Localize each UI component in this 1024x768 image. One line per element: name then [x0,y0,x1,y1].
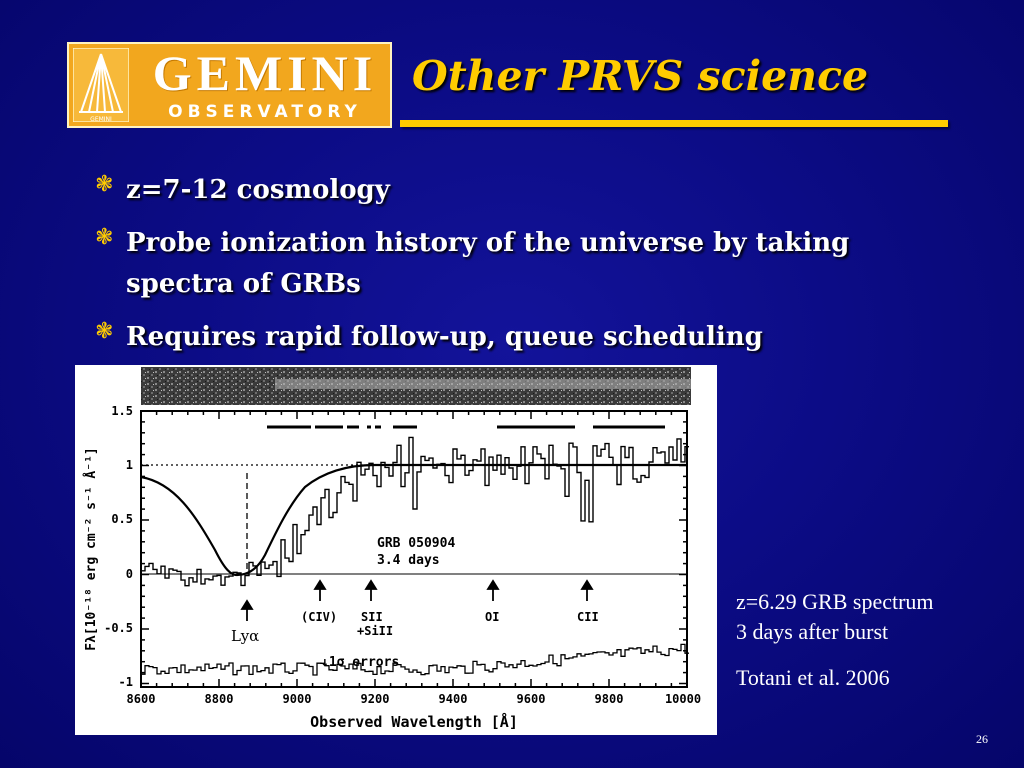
bullet-text: Probe ionization history of the universe… [126,228,850,299]
bullet-item: ❃ z=7-12 cosmology [95,170,955,211]
x-tick-label: 9200 [361,692,390,706]
observed-spectrum [140,436,689,587]
x-tick-label: 9800 [595,692,624,706]
damping-wing-model [140,463,687,577]
lya-label: Lyα [231,627,259,645]
cii-label: CII [577,610,599,624]
logo-name: GEMINI [152,45,378,101]
bullet-list: ❃ z=7-12 cosmology ❃ Probe ionization hi… [95,170,955,370]
sii-label: SII [361,610,383,624]
bullet-item: ❃ Requires rapid follow-up, queue schedu… [95,317,955,358]
title-underline [400,120,948,127]
logo-mini-text: GEMINI [90,116,112,123]
figure-caption-line2: 3 days after burst [736,619,889,644]
figure-caption-line1: z=6.29 GRB spectrum [736,589,934,614]
bullet-star-icon: ❃ [95,225,114,250]
bullet-star-icon: ❃ [95,319,114,344]
y-tick-labels: 1.5 1 0.5 0 -0.5 -1 [104,404,133,689]
error-spectrum [140,643,689,677]
x-tick-label: 8800 [205,692,234,706]
x-tick-label: 8600 [127,692,156,706]
x-tick-label: 10000 [665,692,701,706]
epoch-annotation: 3.4 days [377,553,440,568]
bullet-item: ❃ Probe ionization history of the univer… [95,223,955,305]
y-tick-label: 0 [126,567,133,581]
page-number: 26 [976,732,988,746]
y-axis-label: Fλ[10⁻¹⁸ erg cm⁻² s⁻¹ Å⁻¹] [83,447,99,651]
x-tick-label: 9600 [517,692,546,706]
bullet-star-icon: ❃ [95,172,114,197]
grb-spectrum-figure: GRB 050904 3.4 days Lyα (CIV) SII +SiII … [75,365,717,735]
y-tick-label: 1.5 [111,404,133,418]
bullet-text: z=7-12 cosmology [126,175,390,205]
plot-frame [140,410,688,688]
x-tick-labels: 8600 8800 9000 9200 9400 9600 9800 10000 [127,692,702,706]
x-tick-label: 9000 [283,692,312,706]
spectrum-plot: GRB 050904 3.4 days Lyα (CIV) SII +SiII … [83,367,702,731]
x-tick-label: 9400 [439,692,468,706]
civ-label: (CIV) [301,610,337,624]
logo-subtitle: OBSERVATORY [168,102,362,122]
y-tick-label: 1 [126,458,133,472]
y-tick-label: 0.5 [111,512,133,526]
figure-reference: Totani et al. 2006 [736,665,890,690]
gemini-observatory-logo: GEMINI GEMINI OBSERVATORY [67,42,392,128]
axis-ticks [140,410,688,687]
slide-title: Other PRVS science [412,52,869,100]
y-tick-label: -0.5 [104,621,133,635]
grb-name-annotation: GRB 050904 [377,536,455,551]
bullet-text: Requires rapid follow-up, queue scheduli… [126,322,763,352]
x-axis-label: Observed Wavelength [Å] [310,712,518,731]
line-markers [240,579,594,621]
y-tick-label: -1 [119,675,133,689]
errors-label: ↓1σ errors [321,655,399,670]
siii-label: +SiII [357,624,393,638]
gemini-telescope-icon [73,48,129,122]
oi-label: OI [485,610,499,624]
